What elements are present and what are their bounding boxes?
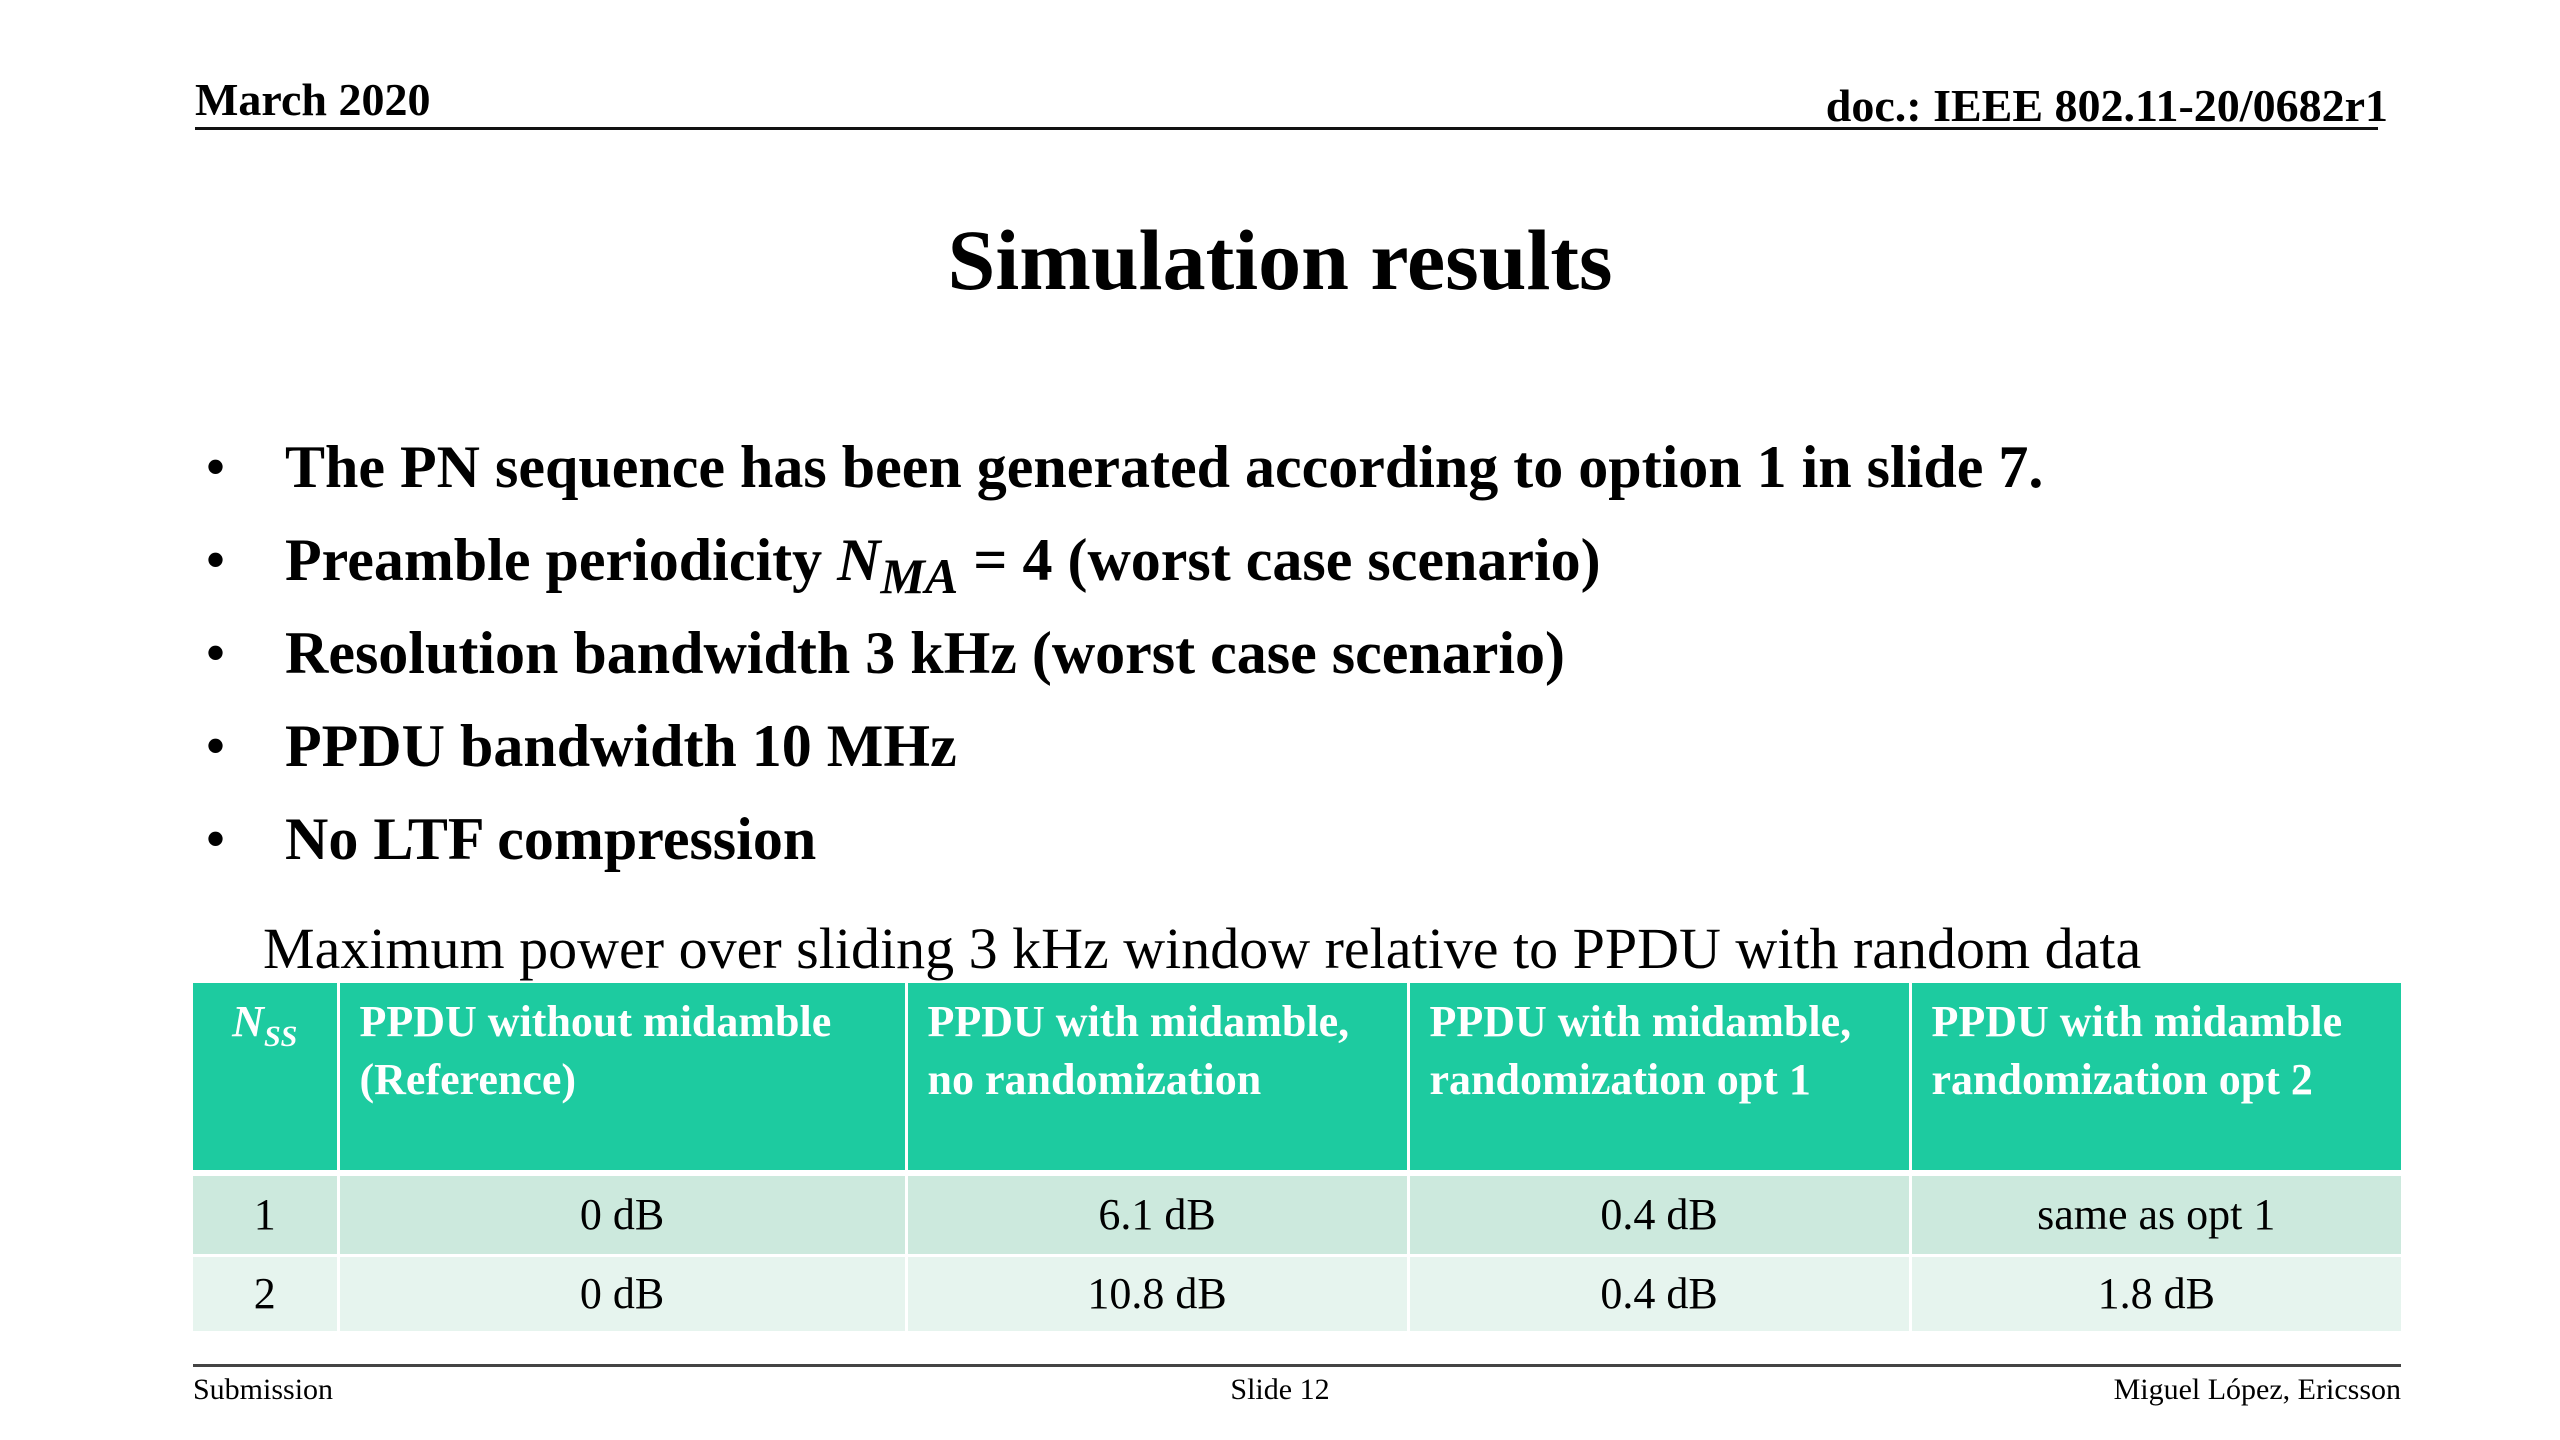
bullet-item: • Preamble periodicity NMA = 4 (worst ca… <box>205 525 2043 604</box>
bullet-text-prefix: Preamble periodicity <box>285 527 838 593</box>
nss-subscript: SS <box>263 1020 298 1053</box>
bullet-item: • No LTF compression <box>205 804 2043 874</box>
bullet-glyph: • <box>205 806 227 872</box>
table-cell: 1 <box>193 1170 340 1255</box>
header-line: PPDU with midamble, <box>927 997 1350 1046</box>
results-table: NSS PPDU without midamble (Reference) PPD… <box>193 983 2401 1331</box>
bullet-item: • The PN sequence has been generated acc… <box>205 432 2043 502</box>
table-cell: same as opt 1 <box>1910 1170 2401 1255</box>
table-cell: 10.8 dB <box>906 1253 1410 1331</box>
slide-title: Simulation results <box>947 212 1613 308</box>
header-cell-opt1: PPDU with midamble, randomization opt 1 <box>1408 983 1912 1173</box>
footer-slide-number: Slide 12 <box>1230 1373 1330 1406</box>
nss-symbol: N <box>232 997 264 1046</box>
bullet-glyph: • <box>205 434 227 500</box>
header-line: randomization opt 1 <box>1429 1055 1811 1104</box>
bullet-glyph: • <box>205 527 227 593</box>
bullet-text: No LTF compression <box>285 806 817 872</box>
bullet-item: • Resolution bandwidth 3 kHz (worst case… <box>205 618 2043 688</box>
header-divider <box>195 127 2378 130</box>
math-equals: = 4 <box>958 527 1053 593</box>
header-line: PPDU with midamble <box>1931 997 2343 1046</box>
bullet-text: PPDU bandwidth 10 MHz <box>285 713 957 779</box>
header-doc-id: doc.: IEEE 802.11-20/0682r1 <box>1825 80 2388 131</box>
header-line: no randomization <box>927 1055 1262 1104</box>
table-cell: 0 dB <box>338 1253 908 1331</box>
header-cell-nss: NSS <box>193 983 340 1173</box>
bullet-text: The PN sequence has been generated accor… <box>285 434 2044 500</box>
bullet-list: • The PN sequence has been generated acc… <box>205 432 2043 897</box>
math-symbol: N <box>837 527 881 593</box>
table-cell: 1.8 dB <box>1910 1253 2401 1331</box>
table-cell: 0.4 dB <box>1408 1253 1912 1331</box>
math-subscript: MA <box>880 548 959 604</box>
footer-divider <box>193 1364 2401 1367</box>
header-cell-reference: PPDU without midamble (Reference) <box>338 983 908 1173</box>
header-line: PPDU with midamble, <box>1429 997 1852 1046</box>
table-cell: 0 dB <box>338 1170 908 1255</box>
bullet-item: • PPDU bandwidth 10 MHz <box>205 711 2043 781</box>
header-cell-opt2: PPDU with midamble randomization opt 2 <box>1910 983 2401 1173</box>
bullet-text-suffix: (worst case scenario) <box>1052 527 1601 593</box>
bullet-glyph: • <box>205 620 227 686</box>
header-line: randomization opt 2 <box>1931 1055 2313 1104</box>
table-row: 2 0 dB 10.8 dB 0.4 dB 1.8 dB <box>193 1253 2401 1331</box>
table-cell: 2 <box>193 1253 340 1331</box>
table-row: 1 0 dB 6.1 dB 0.4 dB same as opt 1 <box>193 1170 2401 1255</box>
table-header-row: NSS PPDU without midamble (Reference) PPD… <box>193 983 2401 1173</box>
table-caption: Maximum power over sliding 3 kHz window … <box>263 916 2142 981</box>
header-date: March 2020 <box>195 74 431 125</box>
header-line: (Reference) <box>359 1055 577 1104</box>
table-cell: 0.4 dB <box>1408 1170 1912 1255</box>
table-cell: 6.1 dB <box>906 1170 1410 1255</box>
footer-author: Miguel López, Ericsson <box>2113 1373 2401 1406</box>
header-line: PPDU without midamble <box>359 997 832 1046</box>
bullet-text: Resolution bandwidth 3 kHz (worst case s… <box>285 620 1566 686</box>
bullet-glyph: • <box>205 713 227 779</box>
header-cell-no-randomization: PPDU with midamble, no randomization <box>906 983 1410 1173</box>
footer-submission: Submission <box>193 1373 334 1406</box>
